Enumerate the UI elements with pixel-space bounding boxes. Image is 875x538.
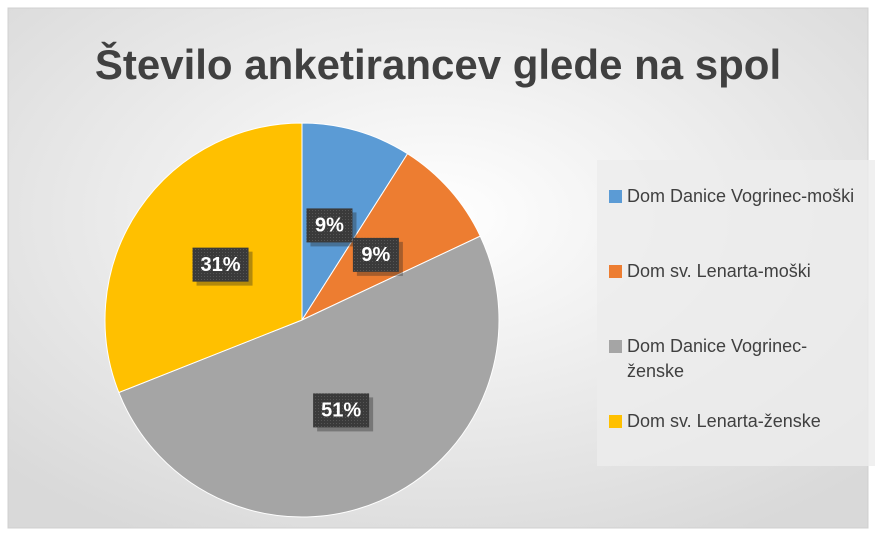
legend-swatch bbox=[609, 190, 622, 203]
legend-swatch bbox=[609, 265, 622, 278]
data-label: 9% bbox=[315, 215, 344, 237]
data-label-box bbox=[313, 393, 370, 428]
data-label-box bbox=[306, 208, 353, 243]
legend-item: Dom Danice Vogrinec-ženske bbox=[609, 334, 859, 384]
legend-swatch bbox=[609, 415, 622, 428]
data-label: 31% bbox=[201, 254, 241, 276]
data-label-box bbox=[192, 247, 249, 282]
legend-label: Dom Danice Vogrinec-ženske bbox=[627, 336, 808, 381]
data-label: 9% bbox=[361, 244, 390, 266]
legend-label: Dom Danice Vogrinec-moški bbox=[627, 186, 855, 206]
pie-slice bbox=[118, 235, 500, 518]
data-label: 51% bbox=[321, 400, 361, 422]
legend-item: Dom Danice Vogrinec-moški bbox=[609, 184, 859, 209]
pie-slice bbox=[301, 122, 409, 322]
chart-title: Število anketirancev glede na spol bbox=[95, 40, 781, 88]
pie-slice bbox=[300, 152, 481, 322]
data-label-box bbox=[352, 237, 399, 272]
legend-item: Dom sv. Lenarta-moški bbox=[609, 259, 859, 284]
legend-label: Dom sv. Lenarta-ženske bbox=[627, 411, 821, 431]
legend-item: Dom sv. Lenarta-ženske bbox=[609, 409, 859, 434]
legend-label: Dom sv. Lenarta-moški bbox=[627, 261, 811, 281]
legend-swatch bbox=[609, 340, 622, 353]
legend-box bbox=[597, 160, 875, 466]
